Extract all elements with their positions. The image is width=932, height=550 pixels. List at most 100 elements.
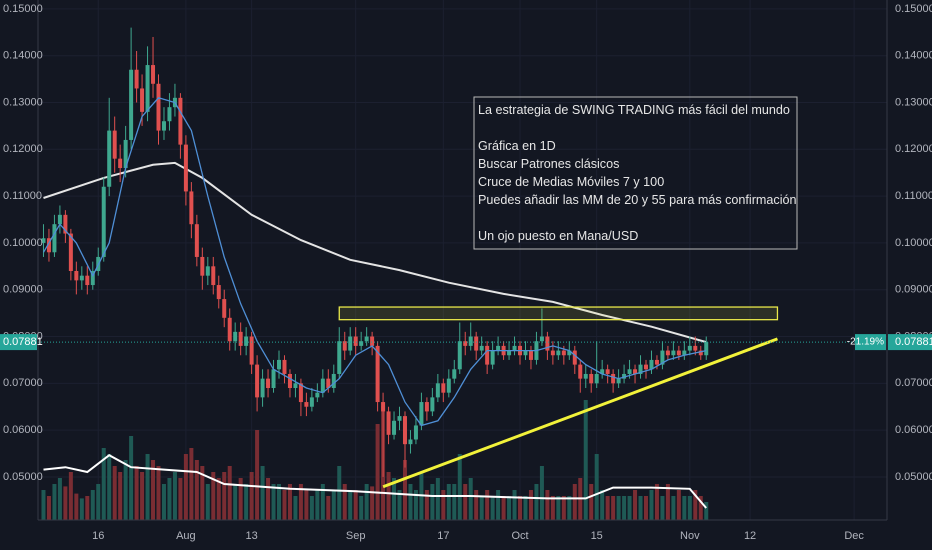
volume-bar (600, 490, 605, 520)
volume-bar (249, 472, 254, 520)
volume-bar (309, 496, 314, 520)
candle-body (693, 345, 698, 351)
volume-bar (501, 496, 506, 520)
volume-bar (435, 478, 440, 520)
candle-body (271, 369, 276, 389)
candle-body (479, 345, 484, 351)
volume-bar (474, 490, 479, 520)
volume-bar (485, 490, 490, 520)
x-tick-label: 17 (437, 530, 449, 542)
volume-bar (304, 490, 309, 520)
y-tick-label: 0.09000 (895, 284, 932, 296)
candle-body (676, 350, 681, 356)
volume-bar (594, 454, 599, 520)
volume-bar (622, 496, 627, 520)
candle-body (315, 392, 320, 398)
volume-bar (490, 496, 495, 520)
volume-bar (528, 490, 533, 520)
volume-bar (682, 496, 687, 520)
candle-body (57, 214, 62, 225)
volume-bar (649, 490, 654, 520)
candle-body (649, 359, 654, 370)
y-tick-label: 0.06000 (3, 424, 43, 436)
candle-body (392, 420, 397, 435)
candle-body (112, 130, 117, 159)
volume-bar (479, 496, 484, 520)
candle-body (331, 373, 336, 389)
candle-body (528, 350, 533, 360)
x-tick-label: 13 (245, 530, 257, 542)
change-label: -21.19% (847, 337, 884, 348)
volume-bar (359, 496, 364, 520)
candle-body (216, 285, 221, 300)
candle-body (227, 317, 232, 342)
volume-bar (633, 490, 638, 520)
volume-bar (74, 493, 79, 520)
candle-body (255, 364, 260, 398)
volume-bar (660, 496, 665, 520)
volume-bar (370, 486, 375, 520)
volume-bar (523, 496, 528, 520)
candle-body (545, 336, 550, 351)
price-label-bg (0, 334, 37, 351)
y-tick-label: 0.15000 (895, 3, 932, 15)
candle-body (567, 350, 572, 356)
candle-body (342, 341, 347, 351)
annotation-title: La estrategia de SWING TRADING más fácil… (478, 103, 790, 117)
volume-bar (457, 454, 462, 520)
volume-bar (41, 490, 46, 520)
candle-body (594, 373, 599, 384)
candle-body (46, 238, 51, 253)
change-label-bg (855, 334, 886, 351)
candle-body (293, 383, 298, 389)
volume-bar (583, 400, 588, 520)
volume-bar (112, 466, 117, 520)
volume-bar (183, 454, 188, 520)
volume-bar (129, 436, 134, 520)
candle-body (474, 336, 479, 351)
x-tick-label: Nov (680, 530, 700, 542)
candle-body (496, 345, 501, 351)
y-tick-label: 0.05000 (895, 471, 932, 483)
annotation-box (473, 96, 798, 250)
candle-body (660, 350, 665, 365)
volume-bar (643, 496, 648, 520)
volume-bar (572, 484, 577, 520)
candle-body (485, 345, 490, 365)
candle-body (622, 373, 627, 379)
volume-bar (194, 460, 199, 520)
candle-body (107, 130, 112, 187)
candle-body (452, 369, 457, 379)
candle-body (408, 439, 413, 445)
volume-bar (364, 484, 369, 520)
volume-bar (172, 472, 177, 520)
volume-bar (161, 484, 166, 520)
y-tick-label: 0.14000 (895, 50, 932, 62)
volume-bar (52, 484, 57, 520)
candle-body (446, 378, 451, 393)
y-tick-label: 0.10000 (3, 237, 43, 249)
volume-bar (238, 478, 243, 520)
candle-body (424, 402, 429, 412)
candle-body (79, 275, 84, 281)
candle-body (441, 383, 446, 393)
volume-bar (123, 460, 128, 520)
price-label: 0.07881 (895, 336, 932, 348)
volume-bar (337, 466, 342, 520)
candle-body (205, 266, 210, 276)
candle-body (413, 425, 418, 440)
volume-bar (627, 496, 632, 520)
volume-bar (386, 472, 391, 520)
trendline (382, 337, 778, 489)
volume-bar (539, 466, 544, 520)
volume-bar (227, 466, 232, 520)
volume-bar (101, 448, 106, 520)
y-tick-label: 0.11000 (3, 190, 42, 202)
volume-bar (315, 490, 320, 520)
volume-bar (567, 496, 572, 520)
candle-body (370, 336, 375, 346)
candle-body (63, 214, 68, 234)
candle-body (151, 65, 156, 84)
y-tick-label: 0.13000 (895, 96, 932, 108)
